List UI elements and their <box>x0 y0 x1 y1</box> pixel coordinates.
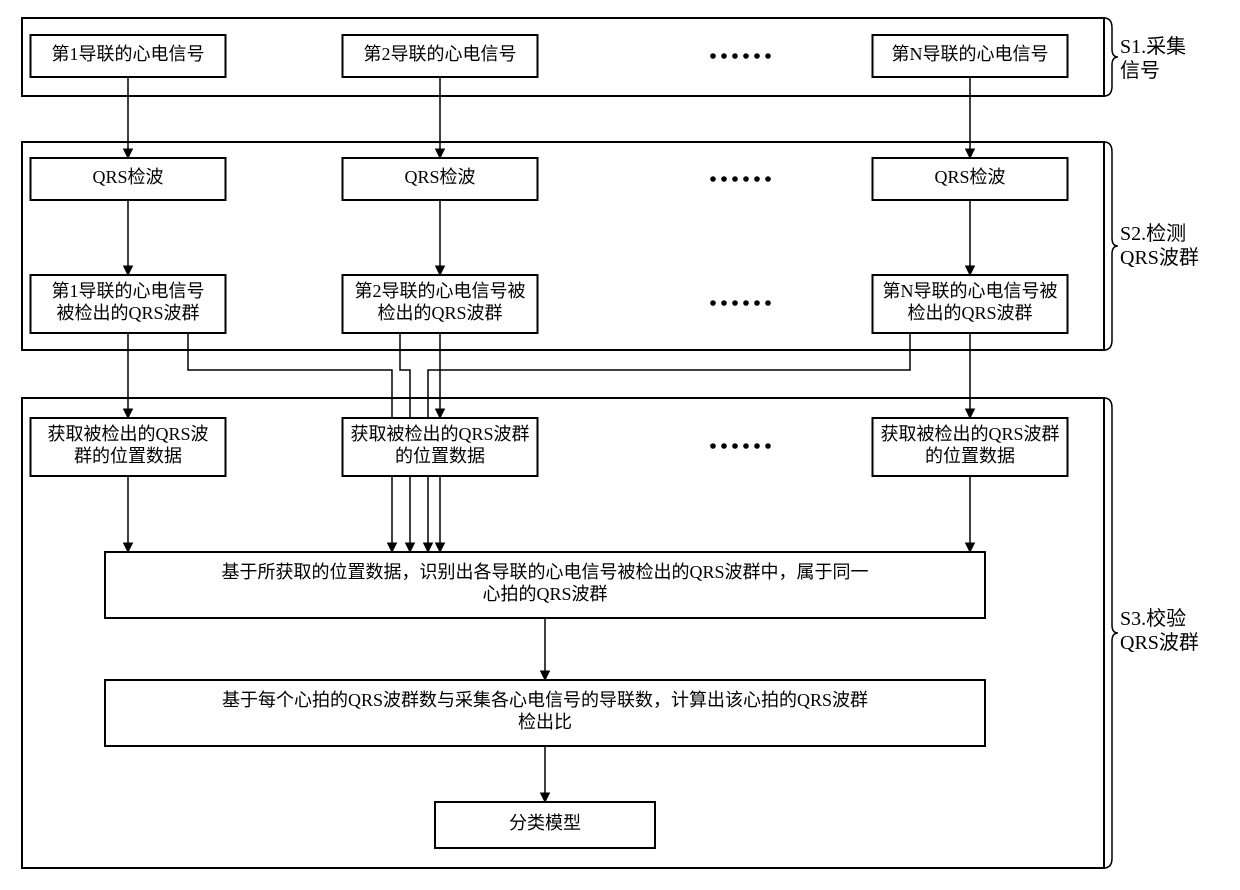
ellipsis-dot <box>732 53 738 59</box>
node-label-b3: QRS检波 <box>934 167 1005 187</box>
ellipsis-dot <box>732 176 738 182</box>
stage-bracket <box>1104 142 1118 350</box>
ellipsis-dot <box>732 300 738 306</box>
ellipsis-dot <box>765 53 771 59</box>
ellipsis-dot <box>710 300 716 306</box>
ellipsis-dot <box>765 300 771 306</box>
ellipsis-dot <box>721 176 727 182</box>
node-label-g: 分类模型 <box>509 813 581 833</box>
stage-label-s1: S1.采集信号 <box>1120 35 1186 82</box>
ellipsis-dot <box>732 443 738 449</box>
ellipsis-dot <box>754 443 760 449</box>
stage-bracket <box>1104 398 1118 868</box>
node-label-a3: 第N导联的心电信号 <box>892 44 1049 64</box>
ellipsis-dot <box>765 176 771 182</box>
stage-label-s2: S2.检测QRS波群 <box>1120 222 1199 269</box>
node-label-b2: QRS检波 <box>404 167 475 187</box>
node-label-a2: 第2导联的心电信号 <box>364 44 517 64</box>
node-label-a1: 第1导联的心电信号 <box>52 44 205 64</box>
ellipsis-dot <box>721 300 727 306</box>
ellipsis-dot <box>710 53 716 59</box>
ellipsis-dot <box>721 443 727 449</box>
ellipsis-dot <box>710 176 716 182</box>
stage-bracket <box>1104 18 1118 96</box>
ellipsis-dot <box>754 53 760 59</box>
ellipsis-dot <box>721 53 727 59</box>
ellipsis-dot <box>743 53 749 59</box>
node-label-b1: QRS检波 <box>92 167 163 187</box>
ellipsis-dot <box>743 176 749 182</box>
ellipsis-dot <box>754 300 760 306</box>
ellipsis-dot <box>743 443 749 449</box>
ellipsis-dot <box>754 176 760 182</box>
ellipsis-dot <box>743 300 749 306</box>
stage-label-s3: S3.校验QRS波群 <box>1120 607 1199 654</box>
ellipsis-dot <box>765 443 771 449</box>
ellipsis-dot <box>710 443 716 449</box>
